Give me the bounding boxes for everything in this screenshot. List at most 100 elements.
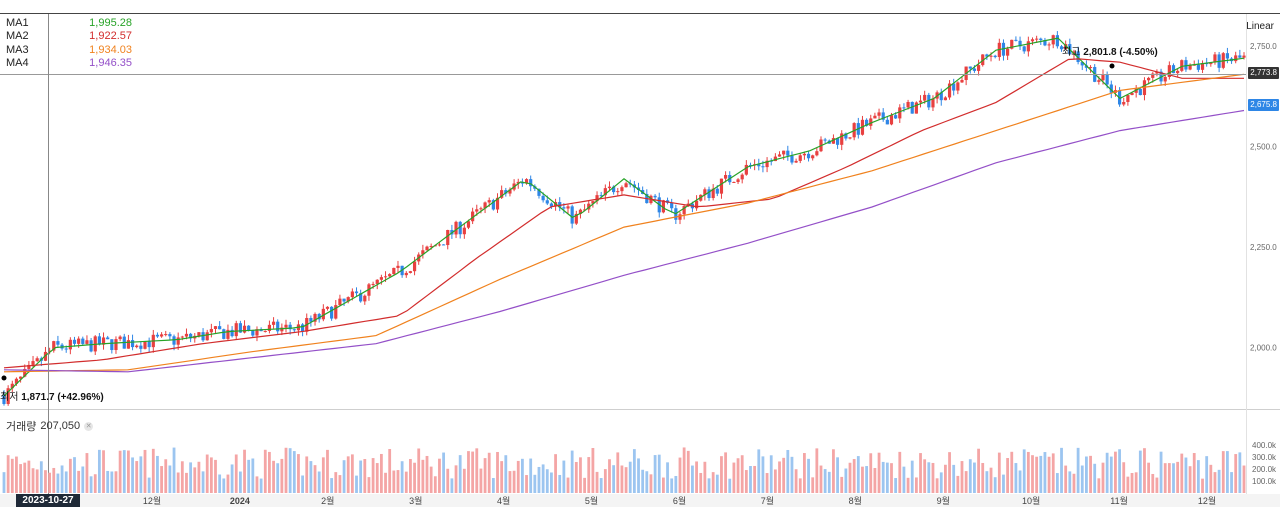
candle [479,208,483,210]
scale-mode-button[interactable]: Linear [1246,21,1274,32]
volume-bar [579,457,582,493]
ma-line-ma4 [3,109,1245,373]
candle [865,119,869,126]
volume-bar [964,471,968,493]
candle [135,345,139,348]
volume-bar [491,478,495,493]
volume-bar [869,453,873,493]
volume-bar [1076,447,1080,493]
candle [1080,62,1084,66]
volume-bar [1221,451,1225,493]
volume-bar [840,476,844,493]
candle [732,181,736,183]
candle [487,200,491,203]
volume-bar [462,468,466,493]
volume-bar [512,470,516,493]
candle [806,153,811,159]
volume-bar [1126,476,1130,493]
volume-bar [844,468,848,493]
volume-bar [1205,456,1209,493]
volume-bar [272,460,275,493]
time-tick-label: 10월 [1022,495,1040,506]
candle [209,328,213,333]
volume-bar [110,471,114,493]
candle [516,181,520,184]
volume-bar [471,451,475,493]
volume-bar [686,450,690,493]
volume-bar [927,462,931,493]
volume-bar [417,448,421,493]
volume-bar [1089,455,1092,493]
candle [566,206,570,209]
candle [798,155,802,161]
volume-bar [143,449,147,493]
volume-bar [77,470,81,493]
volume-bar [902,466,906,493]
candle [885,119,889,125]
volume-bar [446,468,450,493]
candle [52,341,56,351]
volume-bar [989,467,993,493]
volume-bar [1172,463,1175,493]
candle [263,330,267,332]
candle [77,338,81,344]
candle [1242,55,1246,58]
volume-bar [558,474,562,493]
volume-bar [284,447,288,493]
candle [350,291,354,298]
candle [284,324,288,328]
volume-bar [2,472,6,493]
volume-bar [205,454,209,493]
candle [1055,35,1059,47]
candle [23,368,27,377]
candle [1188,65,1192,70]
close-icon[interactable]: ✕ [84,421,94,431]
volume-bar [1018,470,1022,493]
volume-bar [782,457,786,493]
volume-bar [1209,464,1213,493]
volume-bar [508,471,512,493]
volume-bar [326,449,329,493]
candle [247,325,251,331]
volume-bar [1097,478,1101,493]
candle [85,340,89,344]
volume-bar [707,478,711,493]
volume-bar [794,469,798,493]
candle [504,190,508,194]
candle [898,107,902,119]
candle [711,188,715,199]
candle [1059,46,1064,50]
volume-bar [404,471,408,493]
volume-bar [118,450,122,493]
volume-bar [1039,455,1043,493]
volume-bar [1026,451,1030,493]
candle [1097,80,1101,82]
volume-bar [533,474,537,493]
candle [1134,88,1138,93]
candle [97,336,101,345]
volume-bar [798,478,802,493]
candle [1051,35,1055,45]
candle [172,336,176,345]
volume-bar [1167,463,1171,493]
time-tick-label: 9월 [937,495,950,506]
volume-bar [1155,477,1159,493]
volume-bar [1213,472,1217,493]
candle [213,326,218,329]
volume-bar [1184,457,1188,493]
ma-line-ma1 [3,37,1245,397]
candle [106,337,110,340]
volume-bar [1143,448,1146,493]
volume-bar [778,461,781,493]
candle [379,277,383,280]
volume-bar [939,472,943,493]
candle [500,190,504,198]
candle [1234,55,1238,62]
volume-bar [429,466,433,493]
volume-bar [740,455,744,493]
candle [454,221,458,235]
volume-bar [255,476,259,493]
volume-bar [305,456,309,493]
volume-bar [409,459,412,493]
